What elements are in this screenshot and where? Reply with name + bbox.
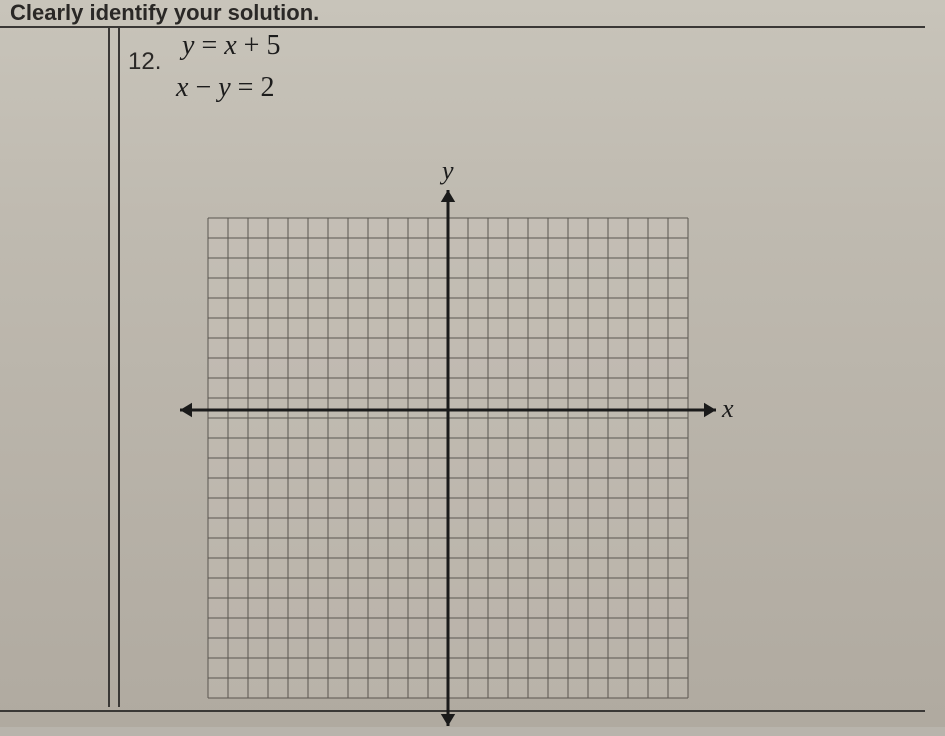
equation-1: y = x + 5 bbox=[182, 30, 280, 62]
coordinate-graph: y x bbox=[170, 180, 726, 736]
header-instruction: Clearly identify your solution. bbox=[10, 0, 319, 26]
graph-svg bbox=[170, 180, 726, 736]
equation-2: x − y = 2 bbox=[176, 72, 274, 104]
y-axis-label: y bbox=[442, 156, 454, 186]
problem-number: 12. bbox=[128, 48, 161, 76]
rule-inner-left bbox=[118, 26, 120, 707]
worksheet-page: Clearly identify your solution. 12. y = … bbox=[0, 0, 945, 727]
x-axis-label: x bbox=[722, 394, 734, 424]
rule-top bbox=[0, 26, 925, 28]
rule-column-divider bbox=[108, 26, 110, 707]
